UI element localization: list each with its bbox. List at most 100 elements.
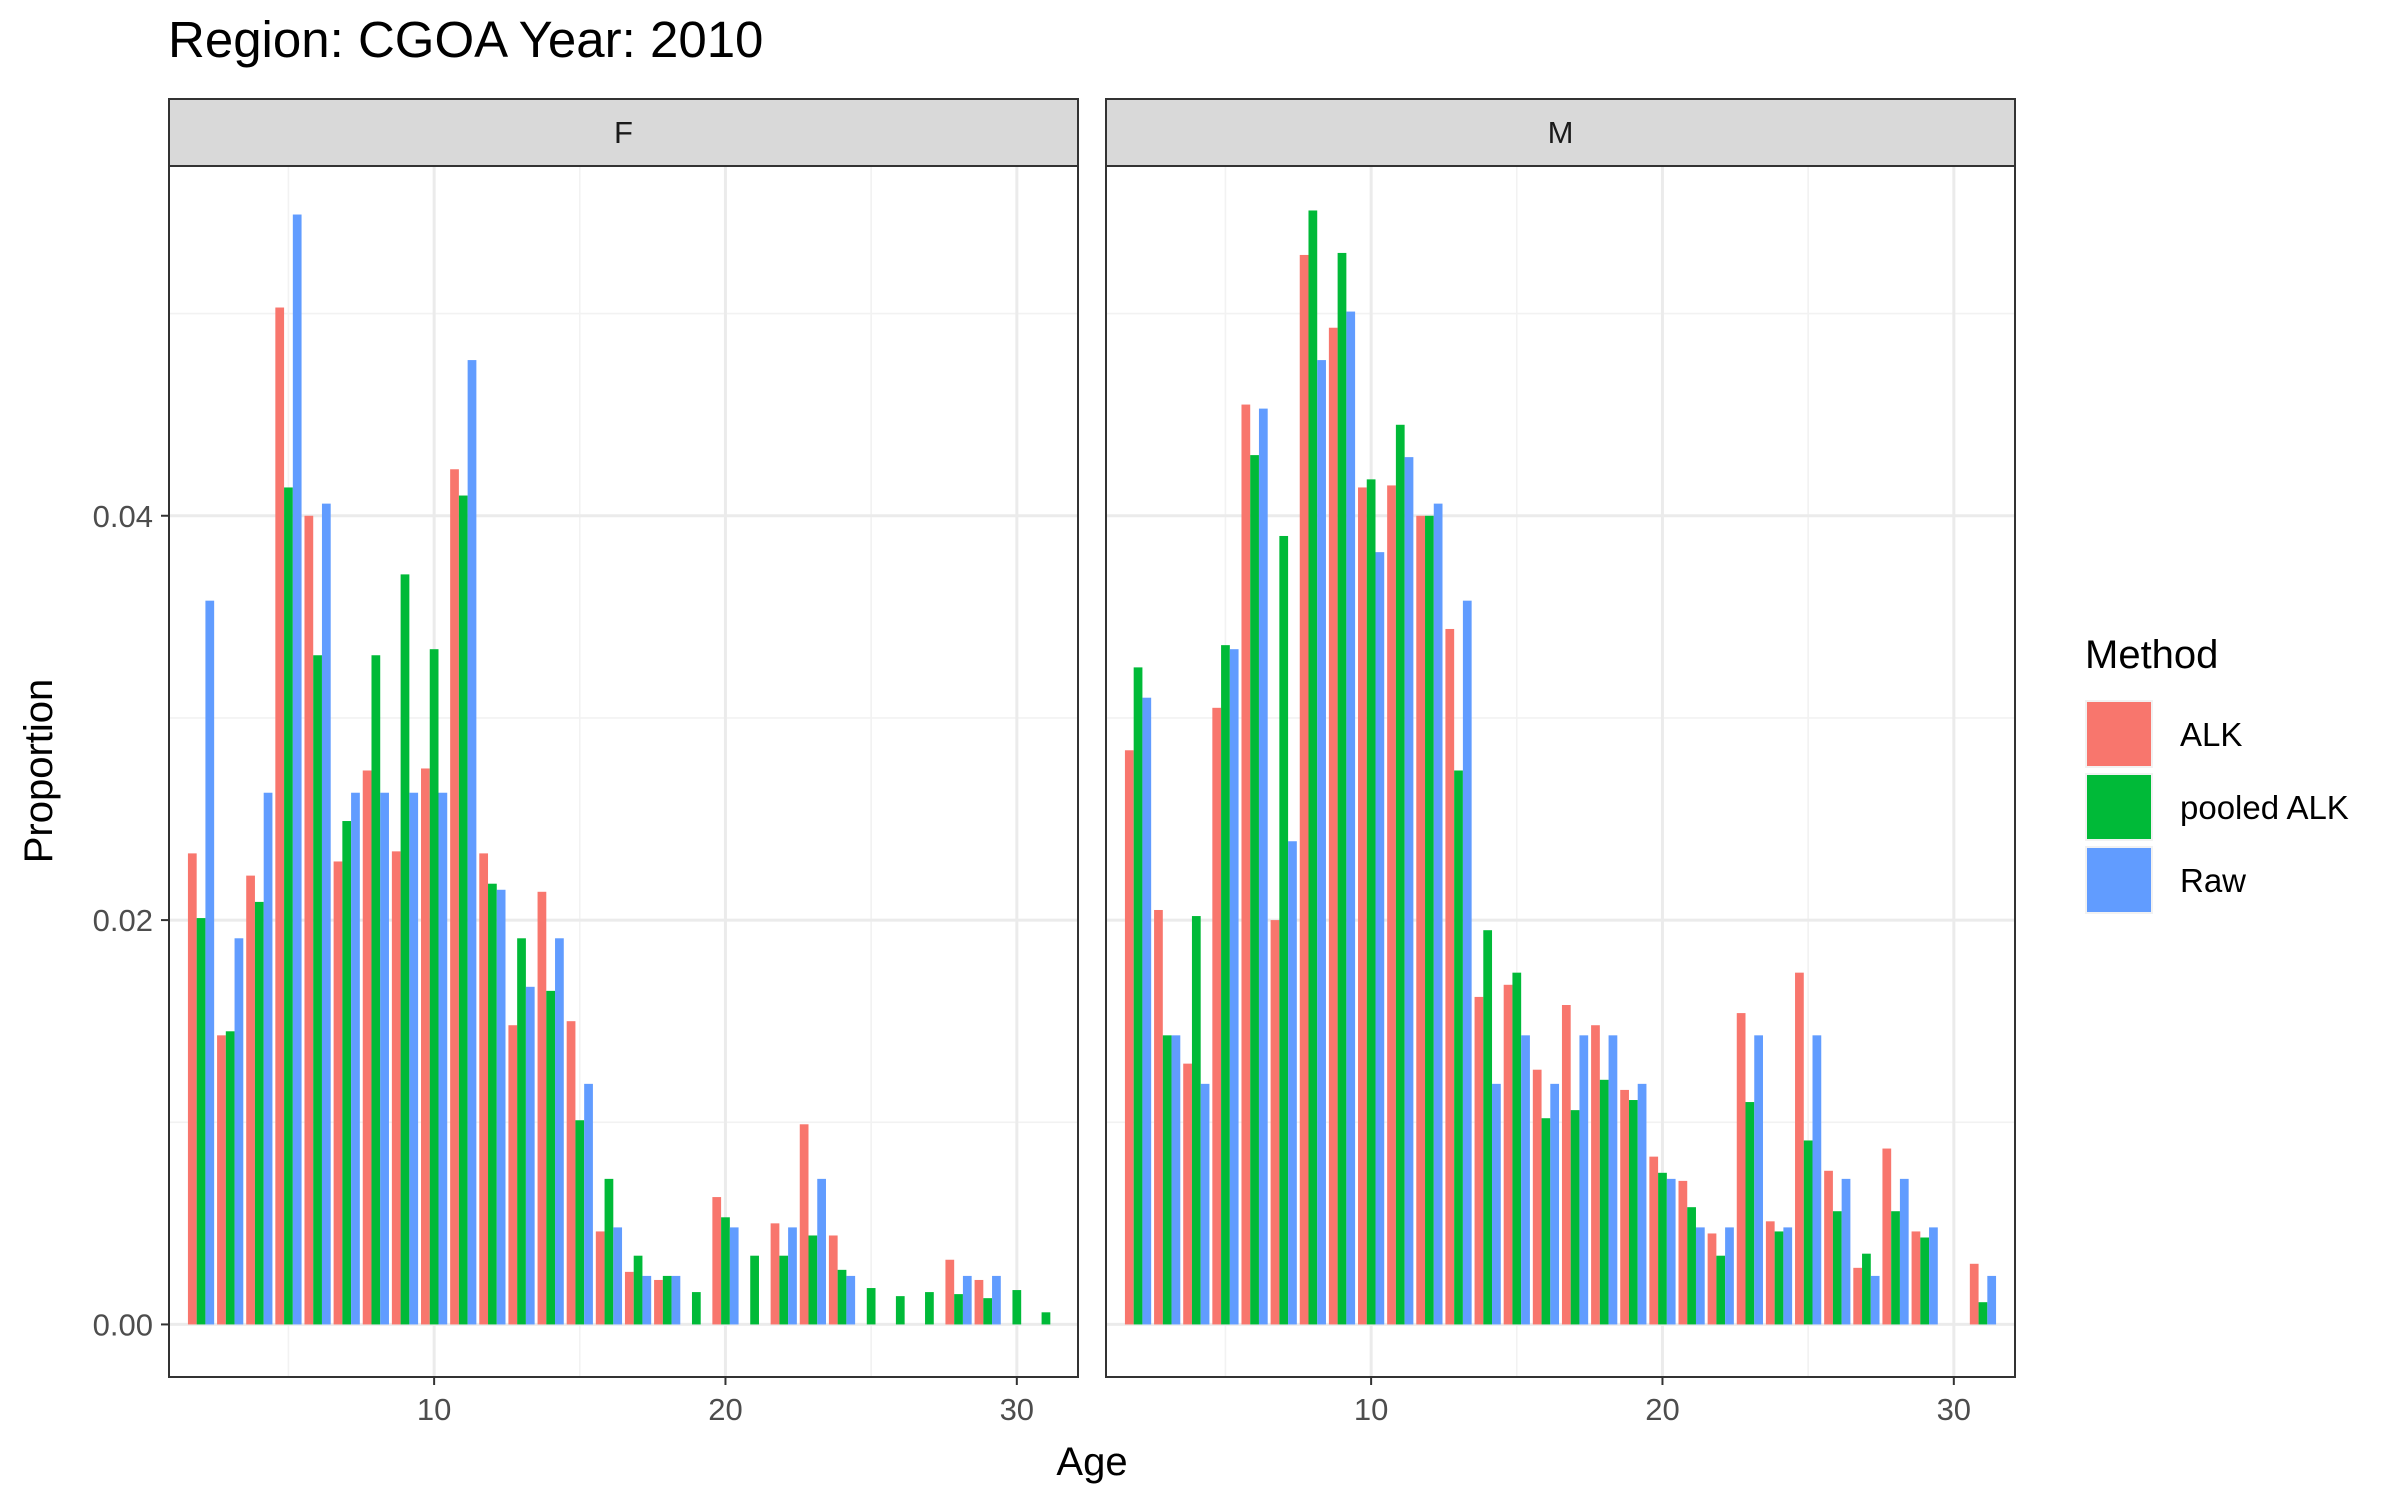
bar	[284, 487, 293, 1325]
bar	[234, 938, 244, 1325]
bar	[263, 792, 273, 1325]
bar	[1899, 1178, 1909, 1325]
bar	[342, 821, 352, 1325]
chart-title: Region: CGOA Year: 2010	[168, 11, 763, 68]
bar	[1620, 1089, 1629, 1325]
bar	[1541, 1118, 1551, 1325]
bar	[400, 574, 410, 1325]
bar	[1695, 1227, 1705, 1325]
bar	[1521, 1035, 1530, 1325]
x-tick-label: 10	[417, 1392, 451, 1427]
bar	[1317, 360, 1326, 1325]
bar	[421, 768, 430, 1325]
series-alk	[187, 307, 984, 1325]
bar	[1474, 996, 1484, 1325]
bar	[1483, 930, 1493, 1325]
x-tick-label: 30	[1000, 1392, 1034, 1427]
bar	[1812, 1035, 1822, 1325]
bar	[488, 883, 497, 1325]
bar	[205, 600, 215, 1325]
y-axis-label: Proportion	[17, 679, 61, 864]
bar	[983, 1298, 993, 1325]
bar	[1358, 487, 1367, 1325]
bar	[321, 503, 331, 1325]
bar	[292, 214, 302, 1325]
bar	[1512, 972, 1522, 1325]
bar	[1328, 327, 1338, 1325]
bar	[1745, 1102, 1755, 1325]
bar	[1124, 750, 1134, 1325]
bar	[362, 770, 372, 1325]
bar	[1716, 1255, 1726, 1325]
bar	[1832, 1211, 1842, 1325]
bar	[1162, 1035, 1172, 1325]
bar	[691, 1292, 701, 1325]
bar	[187, 853, 197, 1325]
bar	[1133, 667, 1143, 1325]
legend-key-swatch	[2087, 848, 2151, 912]
bar	[1404, 457, 1414, 1325]
bar	[671, 1275, 681, 1325]
bar	[895, 1296, 905, 1325]
bar	[467, 360, 477, 1325]
facet-strip	[168, 98, 1079, 167]
bar	[1591, 1025, 1600, 1325]
bar	[537, 891, 547, 1325]
bar	[1882, 1148, 1892, 1325]
bar	[1628, 1100, 1638, 1325]
bar	[1191, 916, 1201, 1325]
bar	[1416, 515, 1426, 1325]
bar	[712, 1197, 722, 1325]
panel-border	[168, 165, 1079, 1378]
bar	[1433, 503, 1443, 1325]
bar	[1920, 1237, 1930, 1325]
bar	[1492, 1083, 1501, 1325]
bar	[1258, 408, 1268, 1325]
bar	[808, 1235, 818, 1325]
bar	[409, 792, 419, 1325]
bar	[633, 1255, 643, 1325]
bar	[1579, 1035, 1589, 1325]
legend-item-alk: ALK	[2085, 700, 2242, 768]
bar	[1637, 1083, 1647, 1325]
bar	[962, 1275, 972, 1325]
bar	[1725, 1227, 1734, 1325]
bar	[1532, 1069, 1542, 1325]
bar	[654, 1279, 663, 1325]
bar	[1454, 770, 1463, 1325]
bar	[1987, 1275, 1997, 1325]
bar	[1841, 1178, 1851, 1325]
y-tick-label: 0.02	[93, 903, 153, 938]
bar	[1803, 1140, 1813, 1325]
bar	[525, 986, 535, 1325]
bar	[925, 1292, 934, 1325]
bar	[721, 1217, 730, 1325]
bar	[1736, 1013, 1746, 1325]
x-tick-label: 10	[1354, 1392, 1388, 1427]
bar	[225, 1031, 235, 1325]
bar	[304, 515, 314, 1325]
bar	[662, 1275, 672, 1325]
x-tick-label: 20	[1645, 1392, 1679, 1427]
bar	[1346, 311, 1356, 1325]
legend-key-swatch	[2087, 702, 2151, 766]
bar	[1041, 1312, 1051, 1325]
bar	[1978, 1302, 1988, 1325]
bar	[196, 918, 206, 1325]
bar	[1270, 920, 1280, 1325]
bar	[496, 889, 506, 1325]
bar	[1969, 1263, 1979, 1325]
bar	[1387, 485, 1396, 1325]
x-axis-label: Age	[1056, 1440, 1127, 1484]
bar	[1666, 1178, 1676, 1325]
bar	[799, 1124, 809, 1325]
bar	[1911, 1231, 1921, 1325]
bar	[642, 1275, 652, 1325]
bar	[450, 469, 459, 1325]
x-tick-label: 30	[1937, 1392, 1971, 1427]
bar	[613, 1227, 623, 1325]
bar	[1599, 1079, 1609, 1325]
bar	[575, 1120, 585, 1325]
bar	[1765, 1221, 1775, 1325]
bar	[458, 495, 468, 1325]
